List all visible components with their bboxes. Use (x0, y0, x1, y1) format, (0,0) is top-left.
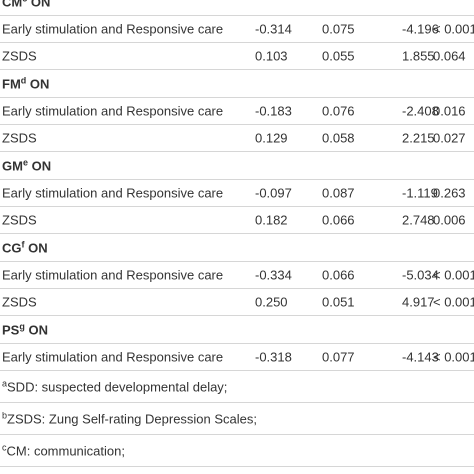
row-value: 4.917 (402, 294, 435, 310)
section-sup: e (22, 157, 28, 167)
footnote-text: cCM: communication; (2, 442, 125, 459)
row-label: ZSDS (2, 294, 37, 310)
row-value: 0.103 (255, 48, 288, 64)
row-value: 0.066 (322, 267, 355, 283)
section-suffix: ON (30, 0, 51, 9)
footnote-body: SDD: suspected developmental delay; (7, 379, 228, 394)
section-header: FMd ON (0, 70, 474, 98)
section-header: CGf ON (0, 234, 474, 262)
section-suffix: ON (28, 322, 48, 337)
row-value: 0.058 (322, 130, 355, 146)
row-label: ZSDS (2, 48, 37, 64)
footnote-sup: b (2, 410, 8, 420)
footnote-text: aSDD: suspected developmental delay; (2, 378, 228, 395)
row-value: 0.016 (433, 103, 466, 119)
row-value: -5.034 (402, 267, 439, 283)
data-row: ZSDS 0.182 0.066 2.748 0.006 (0, 207, 474, 234)
section-suffix: ON (29, 76, 50, 91)
row-value: -0.183 (255, 103, 292, 119)
footnote: bZSDS: Zung Self-rating Depression Scale… (0, 403, 474, 435)
row-value: 0.075 (322, 21, 355, 37)
row-value: < 0.001 (433, 349, 474, 365)
section-suffix: ON (28, 240, 48, 255)
row-value: 0.129 (255, 130, 288, 146)
data-row: ZSDS 0.250 0.051 4.917 < 0.001 (0, 289, 474, 316)
row-value: -0.334 (255, 267, 292, 283)
section-sup: d (20, 75, 27, 85)
row-value: -4.196 (402, 21, 439, 37)
data-row: Early stimulation and Responsive care -0.… (0, 262, 474, 289)
row-label: ZSDS (2, 212, 37, 228)
row-value: 1.855 (402, 48, 435, 64)
section-suffix: ON (31, 158, 52, 173)
row-value: 0.055 (322, 48, 355, 64)
footnote-sup: a (2, 378, 8, 388)
section-title: GMe ON (2, 157, 52, 174)
data-row: ZSDS 0.129 0.058 2.215 0.027 (0, 125, 474, 152)
data-row: ZSDS 0.103 0.055 1.855 0.064 (0, 43, 474, 70)
row-value: < 0.001 (433, 267, 474, 283)
footnote-text: bZSDS: Zung Self-rating Depression Scale… (2, 410, 258, 427)
row-value: 0.076 (322, 103, 355, 119)
row-value: < 0.001 (433, 294, 474, 310)
section-sup: g (19, 321, 25, 331)
row-value: 0.027 (433, 130, 466, 146)
section-header: PSg ON (0, 316, 474, 344)
row-value: -1.119 (402, 185, 438, 201)
section-abbr: CM (2, 0, 23, 9)
row-value: < 0.001 (433, 21, 474, 37)
row-label: Early stimulation and Responsive care (2, 349, 224, 365)
row-value: -0.318 (255, 349, 292, 365)
row-value: 0.064 (433, 48, 466, 64)
footnote: cCM: communication; (0, 435, 474, 467)
section-title: FMd ON (2, 75, 50, 92)
section-abbr: FM (2, 76, 21, 91)
section-header: CMc ON (0, 0, 474, 16)
footnote: aSDD: suspected developmental delay; (0, 371, 474, 403)
section-abbr: GM (2, 158, 23, 173)
data-row: Early stimulation and Responsive care -0.… (0, 98, 474, 125)
row-value: 0.250 (255, 294, 288, 310)
row-value: 0.051 (322, 294, 355, 310)
row-value: -2.408 (402, 103, 439, 119)
footnote-body: ZSDS: Zung Self-rating Depression Scales… (7, 411, 258, 426)
section-sup: f (21, 239, 25, 249)
section-title: CMc ON (2, 0, 50, 9)
row-value: 0.066 (322, 212, 355, 228)
row-label: Early stimulation and Responsive care (2, 21, 224, 37)
row-value: 2.215 (402, 130, 435, 146)
data-row: Early stimulation and Responsive care -0.… (0, 344, 474, 371)
row-value: -0.314 (255, 21, 292, 37)
section-title: PSg ON (2, 321, 48, 338)
row-value: -4.143 (402, 349, 439, 365)
row-value: 0.182 (255, 212, 288, 228)
footnote-sup: c (2, 442, 7, 452)
row-label: Early stimulation and Responsive care (2, 267, 224, 283)
row-value: 2.748 (402, 212, 435, 228)
section-abbr: PS (2, 322, 20, 337)
section-title: CGf ON (2, 239, 48, 256)
section-header: GMe ON (0, 152, 474, 180)
data-row: Early stimulation and Responsive care -0.… (0, 180, 474, 207)
footnote-body: CM: communication; (6, 443, 125, 458)
row-value: 0.077 (322, 349, 355, 365)
section-abbr: CG (2, 240, 22, 255)
row-value: 0.006 (433, 212, 466, 228)
row-label: ZSDS (2, 130, 37, 146)
section-sup: c (22, 0, 27, 3)
row-value: -0.097 (255, 185, 292, 201)
row-label: Early stimulation and Responsive care (2, 185, 224, 201)
row-value: 0.087 (322, 185, 355, 201)
data-row: Early stimulation and Responsive care -0.… (0, 16, 474, 43)
row-value: 0.263 (433, 185, 466, 201)
row-label: Early stimulation and Responsive care (2, 103, 224, 119)
